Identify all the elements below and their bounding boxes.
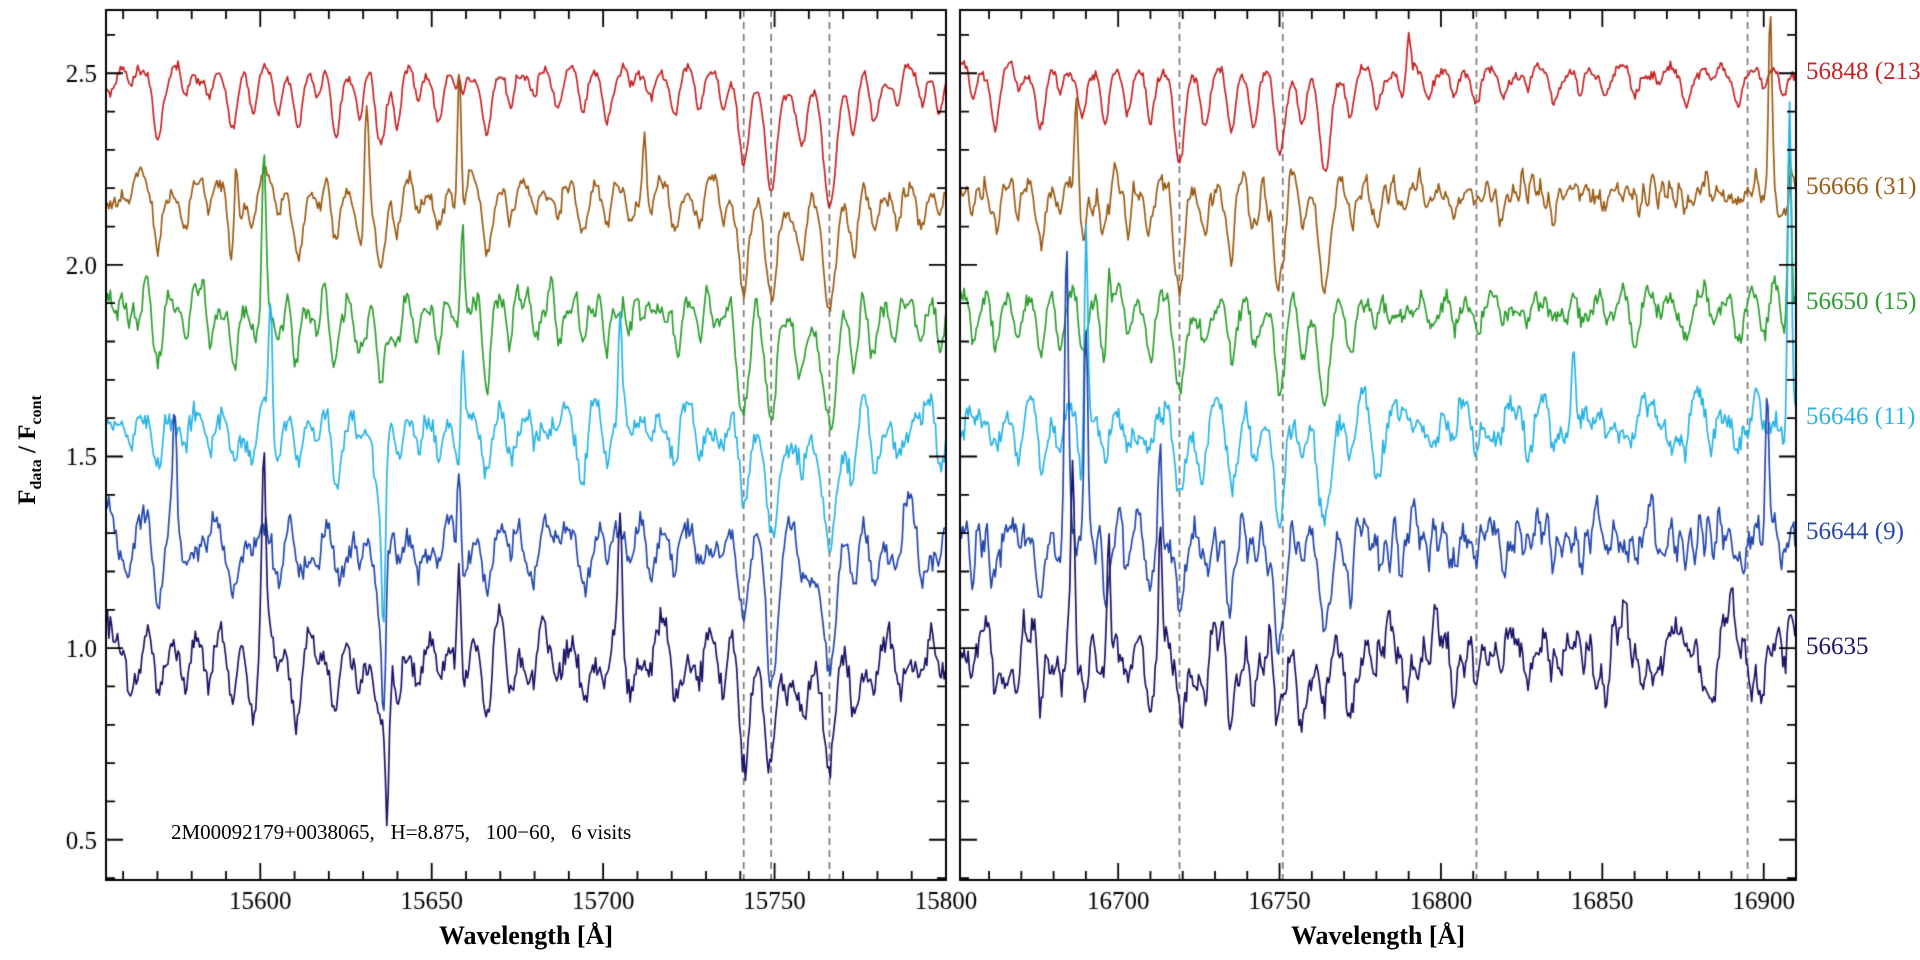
x-axis-label-left-panel: Wavelength [Å] xyxy=(438,921,614,950)
series-label-56646: 56646 (11) xyxy=(1806,403,1916,431)
series-label-56848: 56848 (213) xyxy=(1806,58,1920,86)
x-axis-label-right-panel: Wavelength [Å] xyxy=(1290,921,1466,950)
target-info-annotation: 2M00092179+0038065, H=8.875, 100−60, 6 v… xyxy=(171,820,632,844)
y-axis-label-sub-cont: cont xyxy=(28,395,45,425)
y-axis-label-sub-data: data xyxy=(28,459,45,490)
y-axis-label-f2: F xyxy=(14,424,41,440)
y-axis-label-separator: / xyxy=(14,439,41,460)
series-label-56635: 56635 xyxy=(1806,633,1869,661)
series-label-56666: 56666 (31) xyxy=(1806,173,1917,201)
series-label-56650: 56650 (15) xyxy=(1806,288,1917,316)
y-axis-label-f1: F xyxy=(14,489,41,505)
series-label-56644: 56644 (9) xyxy=(1806,518,1904,546)
y-axis-label: Fdata / Fcont xyxy=(14,395,46,505)
